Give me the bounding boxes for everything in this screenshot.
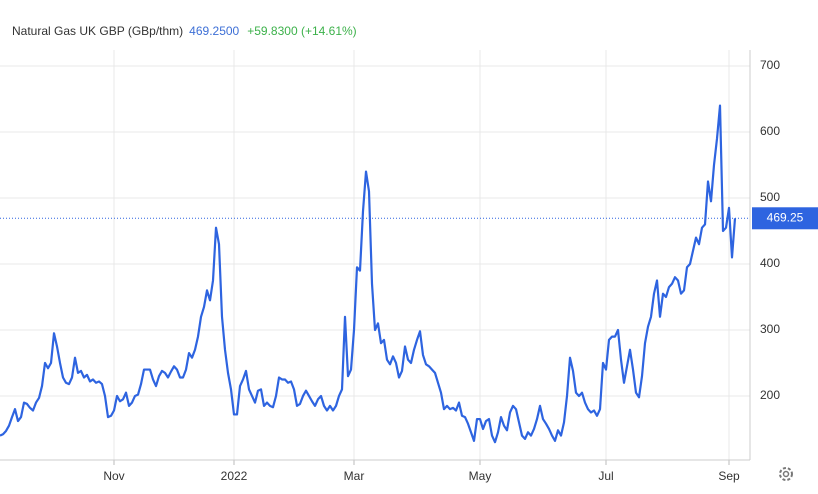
price: 469.2500 (189, 24, 239, 38)
y-tick-label: 300 (760, 322, 780, 336)
x-tick-label: Jul (598, 469, 613, 483)
chart-title: Natural Gas UK GBP (GBp/thm) (12, 24, 183, 38)
y-tick-label: 200 (760, 388, 780, 402)
x-tick-label: 2022 (221, 469, 248, 483)
x-tick-label: Nov (103, 469, 124, 483)
change: +59.8300 (+14.61%) (247, 24, 356, 38)
last-price-box (752, 207, 818, 230)
price-line (0, 104, 737, 444)
x-tick-label: Sep (718, 469, 740, 483)
x-tick-label: May (469, 469, 492, 483)
last-price-label: 469.25 (767, 210, 804, 224)
y-tick-label: 700 (760, 58, 780, 72)
x-tick-label: Mar (344, 469, 365, 483)
y-tick-label: 400 (760, 256, 780, 270)
y-tick-label: 500 (760, 190, 780, 204)
y-tick-label: 600 (760, 124, 780, 138)
settings-icon[interactable] (779, 467, 793, 481)
